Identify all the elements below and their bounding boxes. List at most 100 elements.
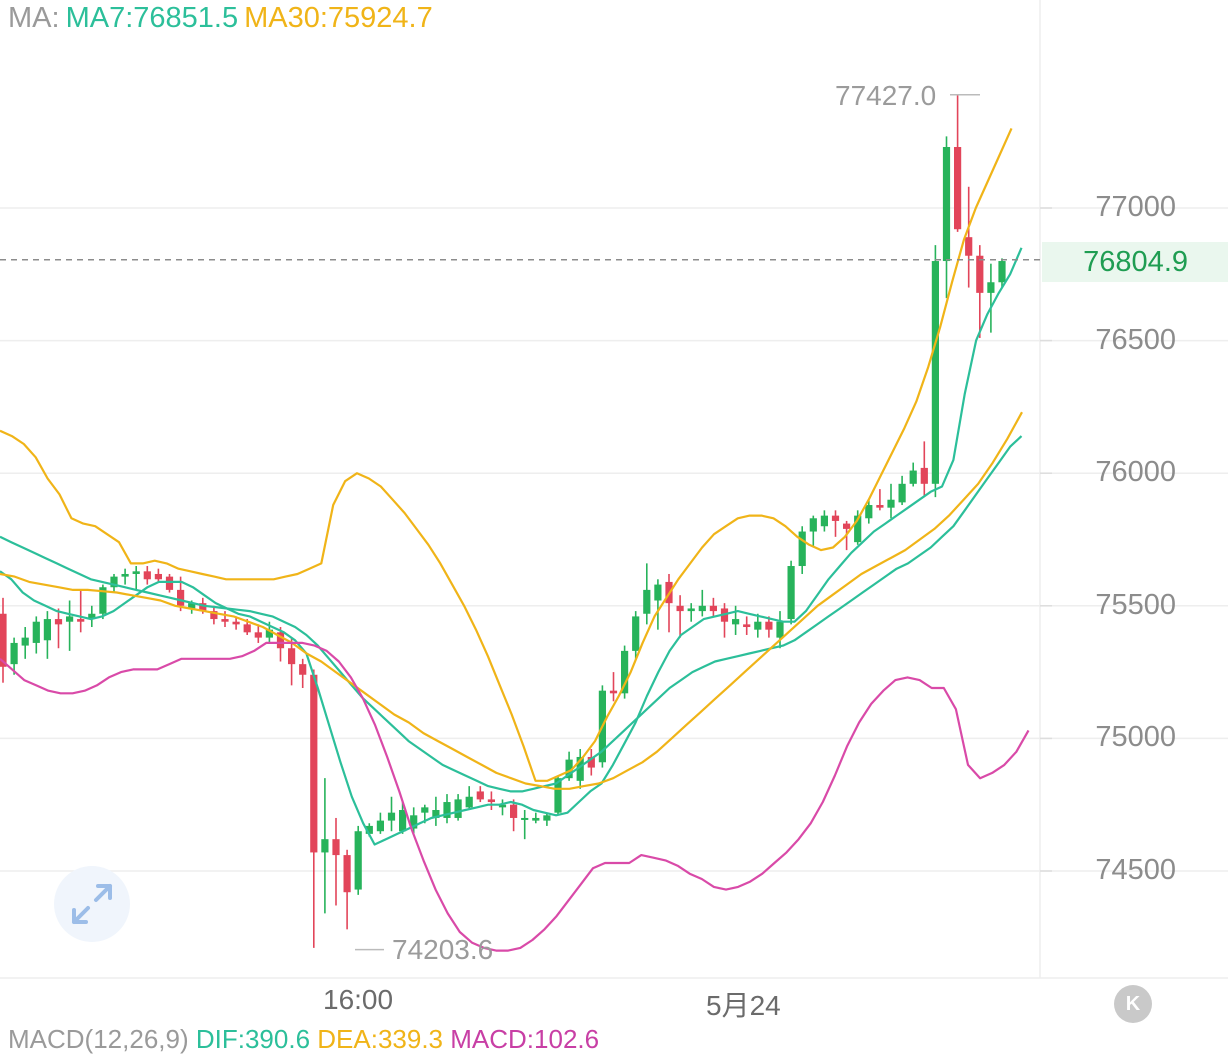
candle-body <box>998 261 1006 283</box>
candle-body <box>365 825 373 834</box>
candle-body <box>432 810 440 818</box>
candle-body <box>88 613 96 620</box>
candle-body <box>609 690 618 694</box>
candle-body <box>498 804 507 808</box>
candle-body <box>177 589 185 606</box>
candle-body <box>854 515 862 543</box>
candle-body <box>121 573 129 577</box>
candle-body <box>942 147 951 262</box>
candle-body <box>399 810 407 832</box>
candle-body <box>199 603 207 612</box>
candle-body <box>754 621 762 630</box>
x-tick-left: 16:00 <box>323 984 394 1015</box>
candle-body <box>476 791 484 800</box>
candle-body <box>54 619 63 625</box>
candle-body <box>221 619 229 622</box>
candle-body <box>354 831 362 890</box>
candle-body <box>621 650 629 694</box>
candle-body <box>632 616 640 651</box>
series-ma30 <box>0 435 1023 793</box>
candle-body <box>276 632 285 649</box>
macd-dea: DEA:339.3 <box>317 1024 444 1054</box>
candle-body <box>288 648 296 665</box>
candle-body <box>443 802 451 818</box>
y-tick-label: 76500 <box>1095 323 1176 356</box>
candle-body <box>421 807 429 813</box>
candle-body <box>898 483 906 503</box>
candle-body <box>565 759 573 779</box>
candle-body <box>99 587 107 614</box>
fullscreen-button[interactable] <box>54 866 130 942</box>
candle-body <box>321 839 329 853</box>
macd-title: MACD(12,26,9) <box>8 1024 189 1054</box>
candle-body <box>510 804 518 818</box>
candle-body <box>310 674 318 853</box>
candle-body <box>654 584 662 601</box>
series-boll-mid <box>0 411 1023 790</box>
candle-body <box>732 619 740 625</box>
candle-body <box>32 621 40 643</box>
macd-legend: MACD(12,26,9) DIF:390.6 DEA:339.3 MACD:1… <box>8 1024 599 1055</box>
candle-body <box>43 619 51 641</box>
candle-body <box>376 820 384 832</box>
candle-body <box>165 576 174 590</box>
candle-body <box>410 815 418 829</box>
legend-ma30: MA30:75924.7 <box>244 2 433 34</box>
candle-body <box>698 605 706 612</box>
candle-body <box>954 147 962 230</box>
candle-body <box>876 505 884 508</box>
candle-body <box>154 573 162 580</box>
y-tick-label: 75500 <box>1095 588 1176 621</box>
candle-body <box>232 621 240 625</box>
candle-body <box>110 576 118 588</box>
candle-body <box>776 621 784 638</box>
candle-body <box>643 589 651 614</box>
high-price-label: 77427.0 <box>835 80 937 111</box>
series-ma7 <box>0 247 1023 846</box>
candle-body <box>465 796 473 808</box>
candle-body <box>743 624 751 628</box>
candle-body <box>909 470 917 484</box>
candle-body <box>143 571 151 580</box>
candle-body <box>787 566 795 620</box>
candle-body <box>965 237 973 256</box>
macd-value: MACD:102.6 <box>450 1024 600 1054</box>
k-line-toggle-button[interactable]: K <box>1114 985 1152 1023</box>
expand-icon <box>72 884 112 924</box>
candle-body <box>931 261 939 484</box>
candle-body <box>543 815 551 821</box>
candle-body <box>976 255 984 293</box>
legend-prefix: MA: <box>8 2 60 34</box>
candle-body <box>454 799 462 818</box>
candle-body <box>132 571 140 574</box>
candle-body <box>809 518 817 532</box>
candle-body <box>887 499 895 508</box>
candle-body <box>554 778 562 813</box>
candle-body <box>10 642 18 665</box>
candle-body <box>676 605 684 612</box>
candle-body <box>0 613 7 667</box>
y-tick-label: 74500 <box>1095 854 1176 886</box>
candle-body <box>254 632 262 638</box>
candle-body <box>532 817 540 821</box>
low-price-label: 74203.6 <box>392 934 494 965</box>
series-boll-lower <box>0 641 1030 952</box>
candle-body <box>265 629 273 638</box>
candle-body <box>820 515 828 527</box>
candle-body <box>332 839 340 856</box>
candle-body <box>343 855 351 893</box>
candle-body <box>920 467 928 484</box>
y-tick-label: 77000 <box>1095 191 1176 223</box>
candle-body <box>243 624 251 633</box>
candle-body <box>843 523 851 529</box>
candle-body <box>709 605 717 612</box>
candle-body <box>587 756 595 768</box>
candle-body <box>188 603 196 609</box>
candle-body <box>798 531 806 567</box>
candle-body <box>687 608 695 612</box>
candle-body <box>210 611 218 620</box>
y-tick-label: 76000 <box>1095 456 1176 489</box>
candle-body <box>299 664 307 675</box>
